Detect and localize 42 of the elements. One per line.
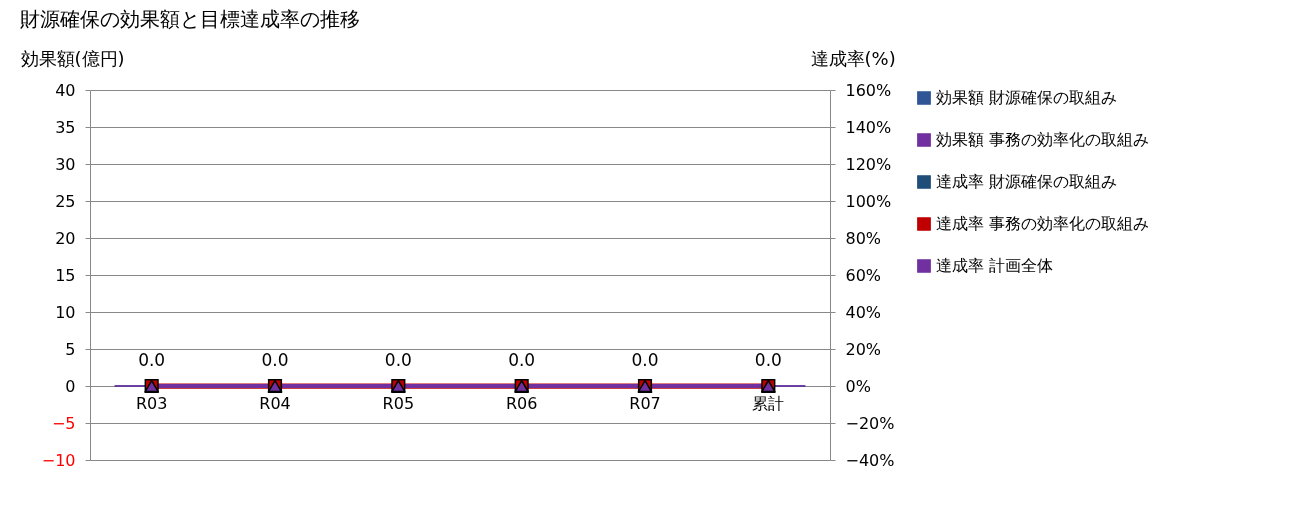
x-tick-label: R04	[259, 393, 291, 413]
total-label: 0.0	[631, 350, 659, 370]
y-tick-label: −10	[41, 450, 76, 470]
y2-axis-title: 達成率(%)	[810, 47, 896, 69]
legend-label: 達成率 計画全体	[936, 256, 1054, 275]
y2-tick-label: 120%	[845, 154, 892, 174]
legend-label: 効果額 事務の効率化の取組み	[936, 130, 1150, 149]
y-tick-label: 10	[55, 302, 76, 322]
y-tick-label: 20	[55, 228, 76, 248]
legend-label: 効果額 財源確保の取組み	[936, 88, 1118, 107]
y2-tick-label: 100%	[845, 191, 892, 211]
chart-title: 財源確保の効果額と目標達成率の推移	[20, 7, 360, 31]
y2-tick-label: 0%	[845, 376, 871, 396]
y-tick-label: −5	[51, 413, 76, 433]
x-tick-label: R06	[505, 393, 538, 413]
y2-tick-label: 20%	[845, 339, 882, 359]
x-tick-label: 累計	[752, 393, 785, 413]
x-tick-label: R05	[382, 393, 415, 413]
y-tick-label: 30	[55, 154, 76, 174]
y2-tick-label: −40%	[845, 450, 895, 470]
y2-tick-label: 140%	[845, 117, 892, 137]
x-tick-label: R03	[135, 393, 168, 413]
total-label: 0.0	[754, 350, 782, 370]
y2-tick-label: 80%	[845, 228, 882, 248]
y2-tick-label: −20%	[845, 413, 895, 433]
legend-label: 達成率 事務の効率化の取組み	[936, 214, 1150, 233]
y-tick-label: 5	[65, 339, 76, 359]
total-label: 0.0	[508, 350, 536, 370]
y-tick-label: 0	[65, 376, 76, 396]
y-tick-label: 35	[55, 117, 76, 137]
y-axis-title: 効果額(億円)	[20, 47, 125, 69]
y-tick-label: 40	[55, 80, 76, 100]
total-label: 0.0	[138, 350, 166, 370]
y-tick-label: 25	[55, 191, 76, 211]
total-label: 0.0	[384, 350, 412, 370]
y-tick-label: 15	[55, 265, 76, 285]
total-label: 0.0	[261, 350, 289, 370]
x-tick-label: R07	[629, 393, 661, 413]
legend-label: 達成率 財源確保の取組み	[936, 172, 1118, 191]
y2-tick-label: 60%	[845, 265, 882, 285]
y2-tick-label: 40%	[845, 302, 882, 322]
y2-tick-label: 160%	[845, 80, 892, 100]
